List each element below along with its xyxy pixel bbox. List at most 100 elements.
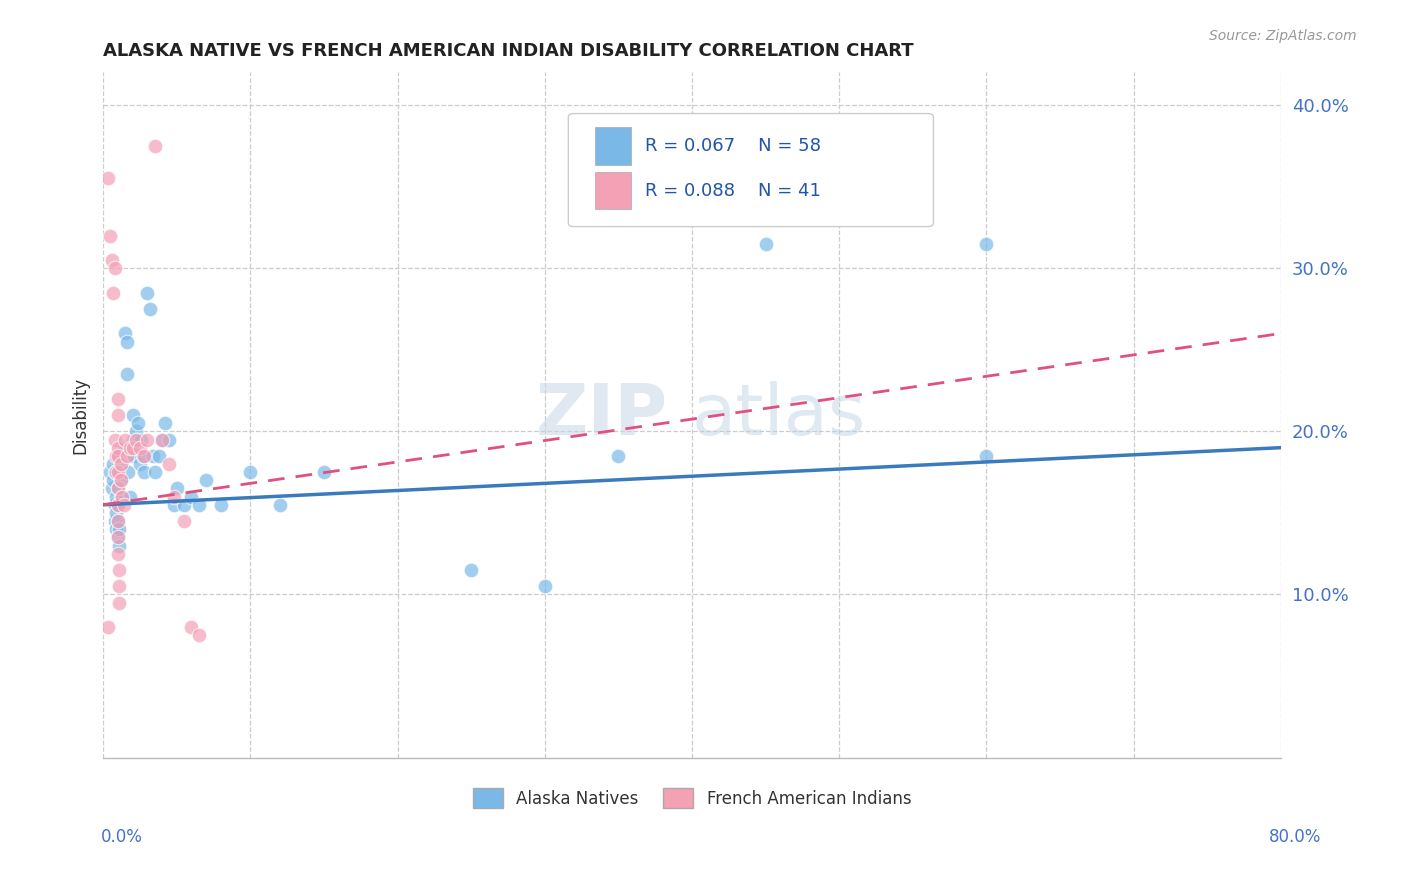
Point [180, 490, 202, 504]
Point [111, 490, 134, 504]
Point [107, 514, 129, 528]
Point [100, 228, 122, 243]
Point [104, 261, 127, 276]
Point [104, 514, 127, 528]
Point [312, 465, 335, 479]
Point [187, 628, 209, 642]
Point [107, 530, 129, 544]
Point [111, 457, 134, 471]
Point [121, 408, 143, 422]
Point [163, 498, 186, 512]
Point [142, 449, 165, 463]
Point [101, 253, 124, 268]
Point [136, 433, 159, 447]
Text: 80.0%: 80.0% [1270, 828, 1322, 846]
Point [150, 433, 173, 447]
Point [114, 433, 136, 447]
Point [131, 433, 153, 447]
Point [114, 326, 136, 341]
Point [108, 563, 131, 577]
Point [105, 449, 128, 463]
Point [100, 465, 122, 479]
Point [129, 457, 152, 471]
Point [195, 473, 218, 487]
Point [120, 449, 142, 463]
Point [107, 482, 129, 496]
Point [110, 473, 132, 487]
Point [163, 490, 186, 504]
Point [107, 498, 129, 512]
Point [108, 596, 131, 610]
Point [108, 579, 131, 593]
Point [110, 490, 132, 504]
FancyBboxPatch shape [595, 172, 631, 210]
Point [127, 416, 149, 430]
Point [121, 433, 143, 447]
Point [101, 482, 124, 496]
Point [134, 449, 156, 463]
Point [104, 465, 127, 479]
Point [105, 506, 128, 520]
Point [134, 465, 156, 479]
Point [124, 425, 146, 439]
Y-axis label: Disability: Disability [72, 376, 89, 454]
Point [187, 498, 209, 512]
Text: R = 0.088    N = 41: R = 0.088 N = 41 [645, 182, 821, 200]
Point [180, 620, 202, 634]
Text: Source: ZipAtlas.com: Source: ZipAtlas.com [1209, 29, 1357, 44]
Point [173, 514, 195, 528]
Point [124, 433, 146, 447]
Point [125, 433, 148, 447]
Point [607, 449, 630, 463]
Text: ALASKA NATIVE VS FRENCH AMERICAN INDIAN DISABILITY CORRELATION CHART: ALASKA NATIVE VS FRENCH AMERICAN INDIAN … [103, 42, 914, 60]
Point [132, 449, 155, 463]
Point [122, 449, 145, 463]
Point [107, 408, 129, 422]
Point [112, 441, 135, 455]
Point [107, 449, 129, 463]
Point [96, 620, 118, 634]
Text: R = 0.067    N = 58: R = 0.067 N = 58 [645, 137, 821, 155]
Point [173, 498, 195, 512]
Point [108, 539, 131, 553]
Point [115, 449, 138, 463]
Point [150, 433, 173, 447]
Point [115, 334, 138, 349]
Point [143, 465, 166, 479]
Point [136, 285, 159, 300]
Point [209, 498, 232, 512]
Point [103, 285, 125, 300]
Point [117, 465, 139, 479]
Text: ZIP: ZIP [536, 381, 668, 450]
Point [153, 416, 176, 430]
Point [129, 441, 152, 455]
Point [107, 514, 129, 528]
Point [107, 449, 129, 463]
Text: 0.0%: 0.0% [101, 828, 143, 846]
Point [166, 482, 188, 496]
Point [105, 490, 128, 504]
Point [269, 498, 291, 512]
Point [104, 498, 127, 512]
Point [107, 547, 129, 561]
Point [239, 465, 262, 479]
Point [139, 301, 162, 316]
FancyBboxPatch shape [595, 128, 631, 165]
Point [107, 392, 129, 406]
Point [107, 441, 129, 455]
Point [118, 490, 141, 504]
Point [107, 465, 129, 479]
Point [112, 498, 135, 512]
Point [460, 563, 482, 577]
Point [108, 522, 131, 536]
Point [104, 433, 127, 447]
Point [157, 433, 180, 447]
Point [118, 441, 141, 455]
Point [533, 579, 555, 593]
Point [976, 449, 998, 463]
Point [157, 457, 180, 471]
Point [105, 465, 128, 479]
Point [103, 457, 125, 471]
Point [96, 171, 118, 186]
Point [143, 139, 166, 153]
